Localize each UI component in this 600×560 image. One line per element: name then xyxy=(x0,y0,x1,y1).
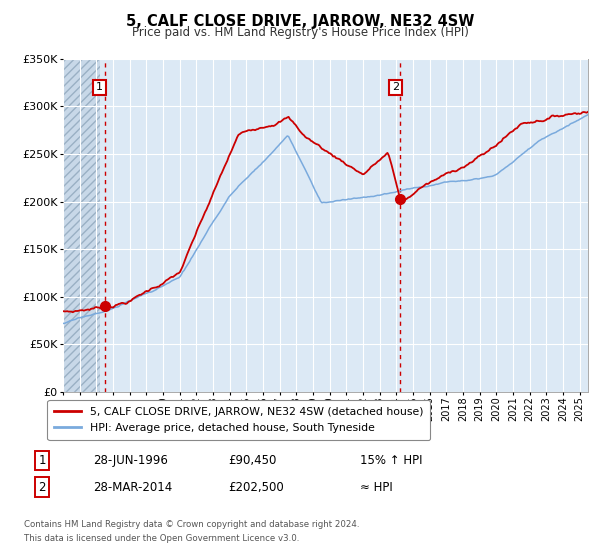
Text: ≈ HPI: ≈ HPI xyxy=(360,480,393,494)
Bar xyxy=(63,59,100,392)
Text: 5, CALF CLOSE DRIVE, JARROW, NE32 4SW: 5, CALF CLOSE DRIVE, JARROW, NE32 4SW xyxy=(126,14,474,29)
Text: 2: 2 xyxy=(392,82,399,92)
Text: £90,450: £90,450 xyxy=(228,454,277,467)
Text: 15% ↑ HPI: 15% ↑ HPI xyxy=(360,454,422,467)
Text: £202,500: £202,500 xyxy=(228,480,284,494)
Text: 1: 1 xyxy=(96,82,103,92)
Text: Price paid vs. HM Land Registry's House Price Index (HPI): Price paid vs. HM Land Registry's House … xyxy=(131,26,469,39)
Text: 28-JUN-1996: 28-JUN-1996 xyxy=(93,454,168,467)
Text: 1: 1 xyxy=(38,454,46,467)
Text: Contains HM Land Registry data © Crown copyright and database right 2024.: Contains HM Land Registry data © Crown c… xyxy=(24,520,359,529)
Bar xyxy=(63,59,100,392)
Text: 28-MAR-2014: 28-MAR-2014 xyxy=(93,480,172,494)
Legend: 5, CALF CLOSE DRIVE, JARROW, NE32 4SW (detached house), HPI: Average price, deta: 5, CALF CLOSE DRIVE, JARROW, NE32 4SW (d… xyxy=(47,400,430,440)
Text: This data is licensed under the Open Government Licence v3.0.: This data is licensed under the Open Gov… xyxy=(24,534,299,543)
Text: 2: 2 xyxy=(38,480,46,494)
